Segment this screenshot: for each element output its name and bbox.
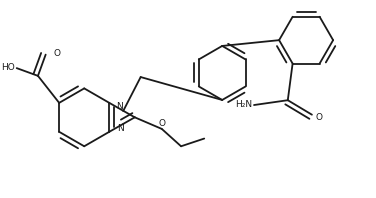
Text: O: O [53,49,61,58]
Text: O: O [316,113,323,122]
Text: HO: HO [1,63,15,72]
Text: H₂N: H₂N [235,100,252,109]
Text: N: N [116,102,123,111]
Text: N: N [117,124,124,133]
Text: O: O [158,119,165,128]
